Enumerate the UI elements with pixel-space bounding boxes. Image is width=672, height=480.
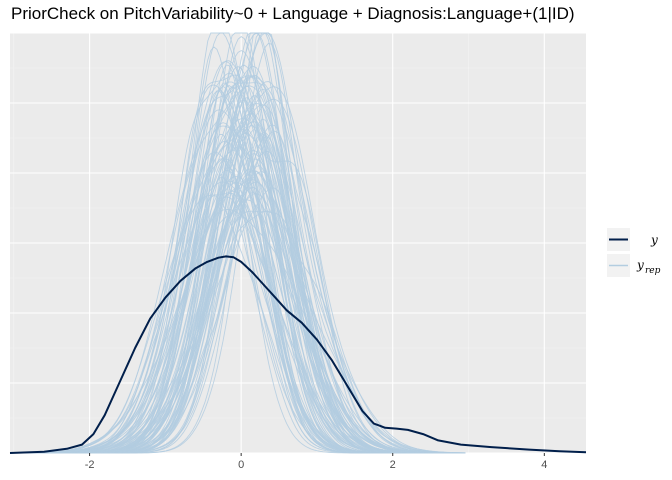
yrep-line (13, 75, 466, 454)
legend-label-yrep: y (636, 258, 644, 272)
x-tick-label: 0 (238, 459, 244, 471)
x-axis: -2 0 2 4 (85, 453, 547, 471)
x-tick-label: 4 (541, 459, 547, 471)
y-series (9, 255, 587, 454)
legend-label-y: y (650, 233, 658, 247)
x-tick-label: -2 (85, 459, 95, 471)
y-line (9, 255, 587, 454)
yrep-line (13, 66, 466, 454)
yrep-line (13, 136, 466, 454)
chart-title: PriorCheck on PitchVariability~0 + Langu… (11, 4, 575, 23)
x-tick-label: 2 (390, 459, 396, 471)
legend-label-yrep-sub: rep (645, 266, 661, 276)
legend: yy rep (607, 228, 661, 277)
